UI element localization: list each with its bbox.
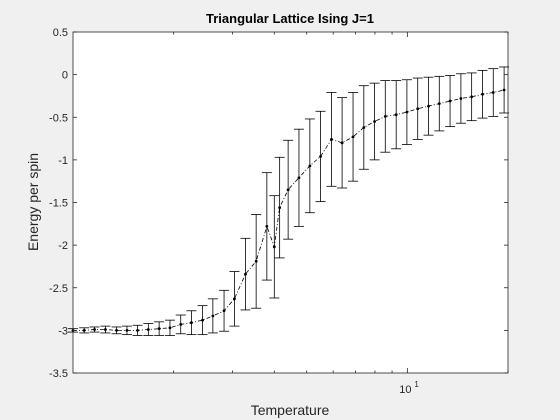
y-axis: 0.5 0 -0.5 -1 -1.5 -2 -2.5 -3 -3.5 xyxy=(49,27,508,380)
y-tick-label: -1.5 xyxy=(49,198,68,210)
y-axis-label: Energy per spin xyxy=(25,153,41,251)
data-point xyxy=(278,206,282,210)
chart-title: Triangular Lattice Ising J=1 xyxy=(206,11,374,26)
data-point xyxy=(383,114,387,118)
data-point xyxy=(470,95,474,99)
data-point xyxy=(115,328,118,332)
data-point xyxy=(502,88,506,92)
data-point xyxy=(448,99,452,103)
y-tick-label: -2.5 xyxy=(49,283,68,295)
data-point xyxy=(222,309,226,313)
data-point xyxy=(362,126,366,129)
series-line xyxy=(73,89,505,331)
data-point xyxy=(427,104,430,108)
y-tick-label: -3.5 xyxy=(49,368,68,380)
data-point xyxy=(136,328,139,332)
data-point xyxy=(405,110,409,114)
y-tick-label: 0.5 xyxy=(53,27,68,39)
data-point xyxy=(437,102,441,106)
y-tick-label: -1 xyxy=(58,155,68,167)
data-point xyxy=(286,188,290,192)
data-point xyxy=(330,138,333,141)
data-point xyxy=(244,272,247,276)
series-layer xyxy=(68,66,510,336)
data-point xyxy=(146,328,150,331)
data-point xyxy=(93,328,96,331)
data-point xyxy=(340,141,344,145)
data-point xyxy=(82,328,86,332)
data-point xyxy=(254,259,258,263)
data-point xyxy=(272,245,276,249)
data-point xyxy=(308,164,312,168)
data-point xyxy=(481,92,484,96)
data-point xyxy=(394,113,398,117)
y-tick-label: -2 xyxy=(58,240,68,252)
x-axis: 10 1 xyxy=(173,32,509,396)
plot-area xyxy=(73,32,508,373)
data-point xyxy=(416,107,420,111)
data-point xyxy=(211,314,215,318)
data-point xyxy=(233,297,236,301)
data-point xyxy=(373,120,376,123)
data-point xyxy=(319,155,322,158)
data-point xyxy=(125,328,129,332)
data-point xyxy=(459,97,463,100)
x-tick-label: 10 xyxy=(399,384,411,396)
y-tick-label: -3 xyxy=(58,325,68,337)
y-tick-label: 0 xyxy=(62,70,68,82)
data-point xyxy=(491,91,495,94)
data-point xyxy=(179,323,183,326)
data-point xyxy=(104,328,107,331)
data-point xyxy=(189,321,193,325)
data-point xyxy=(265,224,269,228)
data-point xyxy=(168,326,172,330)
data-point xyxy=(157,327,161,331)
data-point xyxy=(201,318,204,322)
data-point xyxy=(351,135,355,139)
x-tick-label-exponent: 1 xyxy=(414,380,419,389)
x-axis-label: Temperature xyxy=(251,402,330,418)
y-tick-label: -0.5 xyxy=(49,112,68,124)
data-point xyxy=(297,176,301,180)
